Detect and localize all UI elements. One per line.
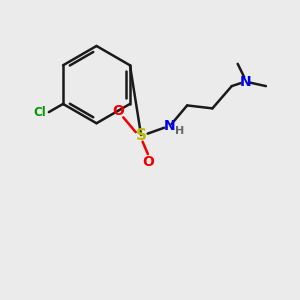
Text: N: N: [240, 75, 251, 88]
Text: O: O: [142, 155, 154, 170]
Text: S: S: [136, 128, 147, 142]
Text: Cl: Cl: [34, 106, 46, 118]
Text: H: H: [175, 126, 184, 136]
Text: O: O: [112, 104, 124, 118]
Text: N: N: [164, 119, 175, 133]
